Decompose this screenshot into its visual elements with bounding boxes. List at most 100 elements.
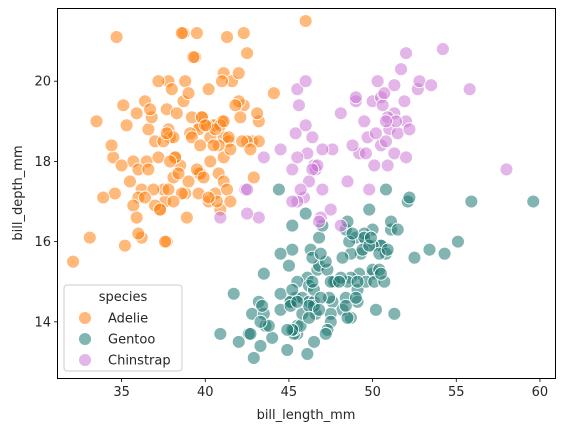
data-point (280, 322, 295, 337)
data-point (174, 186, 189, 201)
data-point (348, 290, 363, 305)
data-point (246, 351, 261, 365)
data-point (220, 182, 234, 197)
data-point (159, 126, 174, 141)
data-point (298, 74, 313, 89)
points-layer (66, 14, 541, 365)
data-point (335, 250, 350, 265)
series-gentoo (213, 182, 541, 365)
legend-marker-chinstrap (78, 353, 92, 367)
data-point (256, 150, 271, 165)
data-point (216, 114, 231, 129)
data-point (253, 338, 268, 353)
data-point (285, 218, 300, 233)
data-point (348, 90, 363, 105)
series-adelie (66, 14, 313, 269)
series-chinstrap (213, 42, 514, 233)
data-point (82, 230, 97, 245)
data-point (266, 86, 281, 101)
data-point (223, 142, 238, 157)
data-point (399, 150, 414, 165)
legend-entries: Adelie Gentoo Chinstrap (78, 311, 171, 369)
data-point (163, 154, 178, 169)
data-point (288, 126, 303, 141)
data-point (89, 114, 104, 129)
data-point (435, 42, 450, 57)
data-point (380, 158, 395, 173)
data-point (223, 194, 238, 209)
data-point (243, 326, 258, 341)
data-point (181, 174, 196, 189)
legend-label-adelie: Adelie (108, 312, 148, 327)
data-point (362, 202, 377, 217)
data-point (240, 206, 255, 221)
data-point (402, 122, 417, 137)
data-point (312, 302, 326, 317)
data-point (201, 82, 216, 97)
data-point (164, 82, 179, 97)
data-point (333, 106, 348, 121)
data-point (119, 118, 134, 133)
data-point (240, 46, 255, 61)
data-point (313, 290, 328, 305)
data-point (332, 274, 347, 289)
data-point (345, 138, 360, 153)
data-point (243, 142, 258, 157)
data-point (220, 30, 234, 45)
data-point (318, 326, 333, 341)
data-point (153, 202, 168, 217)
data-point (231, 66, 246, 81)
data-point (131, 226, 146, 241)
data-point (178, 74, 193, 89)
data-point (380, 242, 395, 257)
data-point (402, 190, 417, 205)
data-point (193, 138, 208, 153)
data-point (231, 334, 246, 349)
data-point (374, 266, 388, 281)
y-tick-label: 14 (34, 315, 51, 330)
data-point (66, 254, 81, 269)
data-point (198, 118, 213, 133)
data-point (362, 182, 377, 197)
y-tick-label: 18 (34, 155, 51, 170)
data-point (323, 202, 338, 217)
data-point (181, 86, 196, 101)
legend-box (63, 284, 183, 372)
data-point (146, 182, 161, 197)
data-point (464, 194, 479, 209)
x-tick-label: 45 (281, 385, 298, 400)
data-point (213, 326, 228, 341)
legend-label-gentoo: Gentoo (108, 333, 155, 348)
data-point (298, 118, 313, 133)
x-tick-label: 60 (532, 385, 549, 400)
data-point (350, 274, 365, 289)
data-point (271, 182, 286, 197)
data-point (285, 162, 300, 177)
data-point (240, 182, 255, 197)
data-point (285, 194, 300, 209)
data-point (293, 182, 308, 197)
data-point (379, 114, 393, 129)
data-point (203, 154, 218, 169)
data-point (158, 234, 173, 249)
data-point (233, 110, 248, 125)
data-point (390, 222, 405, 237)
data-point (166, 194, 181, 209)
data-point (397, 94, 412, 109)
data-point (161, 182, 176, 197)
data-point (246, 170, 261, 185)
data-point (379, 182, 393, 197)
data-point (312, 214, 326, 229)
data-point (387, 146, 402, 161)
data-point (312, 230, 326, 245)
data-point (399, 46, 414, 61)
data-point (171, 166, 186, 181)
data-point (305, 162, 320, 177)
data-point (186, 50, 201, 65)
data-point (174, 26, 189, 41)
data-point (333, 218, 348, 233)
data-point (369, 126, 383, 141)
y-tick-label: 16 (34, 235, 51, 250)
data-point (375, 98, 390, 113)
data-point (387, 306, 402, 321)
